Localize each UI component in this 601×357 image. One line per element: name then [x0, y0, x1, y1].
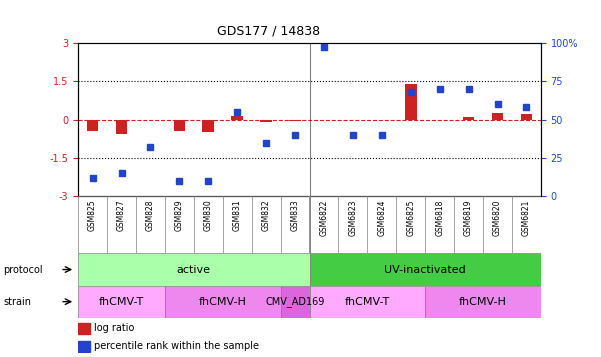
Text: UV-inactivated: UV-inactivated: [384, 265, 466, 275]
Text: GSM6818: GSM6818: [435, 199, 444, 236]
Text: GSM831: GSM831: [233, 199, 242, 231]
Text: GSM828: GSM828: [146, 199, 155, 231]
Text: GSM829: GSM829: [175, 199, 184, 231]
Text: GSM830: GSM830: [204, 199, 213, 231]
Text: percentile rank within the sample: percentile rank within the sample: [94, 341, 259, 351]
Text: active: active: [177, 265, 211, 275]
FancyBboxPatch shape: [310, 253, 541, 286]
Text: GSM6820: GSM6820: [493, 199, 502, 236]
Text: GSM6823: GSM6823: [349, 199, 358, 236]
FancyBboxPatch shape: [426, 286, 541, 318]
Text: fhCMV-H: fhCMV-H: [199, 297, 246, 307]
Text: GSM6824: GSM6824: [377, 199, 386, 236]
Text: fhCMV-T: fhCMV-T: [99, 297, 144, 307]
Text: fhCMV-H: fhCMV-H: [459, 297, 507, 307]
Text: GSM833: GSM833: [290, 199, 299, 231]
Text: GSM825: GSM825: [88, 199, 97, 231]
Bar: [87, 120, 99, 131]
Text: log ratio: log ratio: [94, 323, 135, 333]
Bar: [174, 120, 185, 131]
Text: GSM6819: GSM6819: [464, 199, 473, 236]
FancyBboxPatch shape: [281, 286, 310, 318]
Bar: [260, 120, 272, 122]
Text: protocol: protocol: [3, 265, 43, 275]
Text: CMV_AD169: CMV_AD169: [266, 296, 325, 307]
Bar: [520, 115, 532, 120]
Text: GSM832: GSM832: [261, 199, 270, 231]
Bar: [405, 84, 416, 120]
FancyBboxPatch shape: [78, 286, 165, 318]
Text: GSM827: GSM827: [117, 199, 126, 231]
Bar: [289, 120, 301, 121]
FancyBboxPatch shape: [78, 253, 310, 286]
Text: GSM6822: GSM6822: [320, 199, 329, 236]
FancyBboxPatch shape: [310, 286, 426, 318]
Text: fhCMV-T: fhCMV-T: [345, 297, 390, 307]
Bar: [463, 117, 474, 120]
Bar: [78, 341, 90, 352]
Bar: [231, 116, 243, 120]
Text: strain: strain: [3, 297, 31, 307]
Text: GSM6825: GSM6825: [406, 199, 415, 236]
Text: GDS177 / 14838: GDS177 / 14838: [217, 25, 320, 38]
Bar: [203, 120, 214, 132]
FancyBboxPatch shape: [165, 286, 281, 318]
Bar: [116, 120, 127, 134]
Bar: [78, 323, 90, 334]
Bar: [492, 113, 503, 120]
Text: GSM6821: GSM6821: [522, 199, 531, 236]
